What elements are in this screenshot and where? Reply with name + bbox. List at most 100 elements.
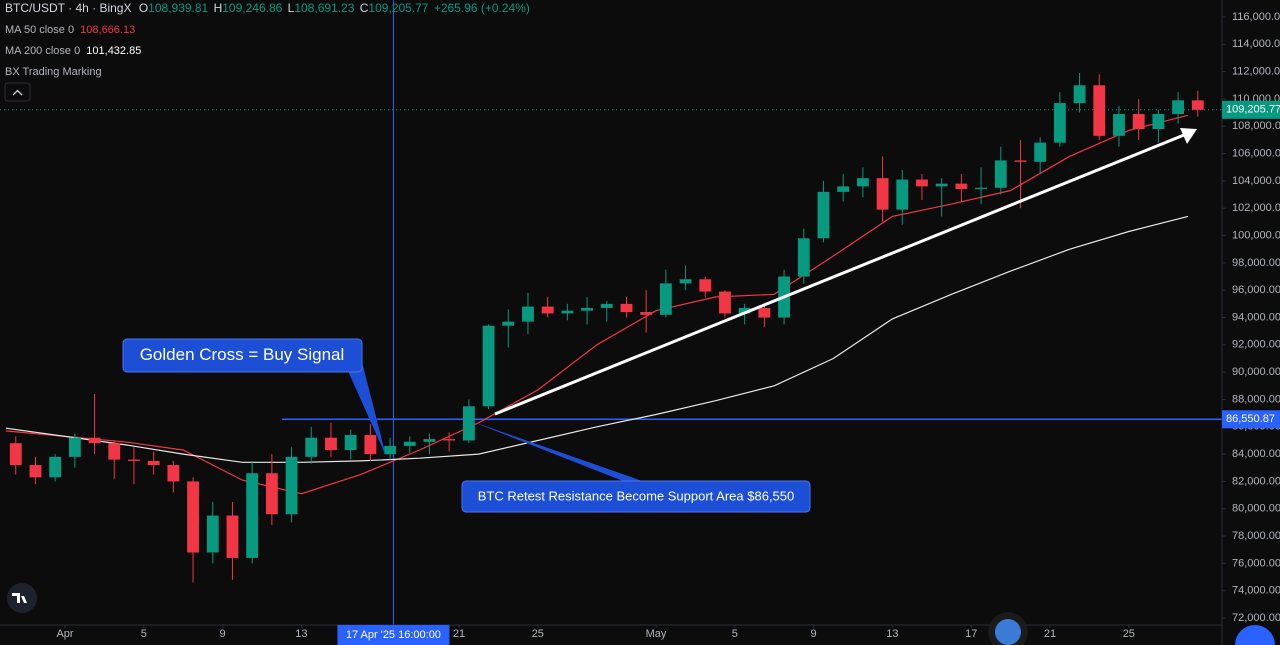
candle-body (305, 437, 318, 457)
ohlc-key: C (360, 1, 369, 15)
x-tick-label: 17 (965, 628, 977, 640)
candle-body (9, 443, 22, 466)
candle-body (837, 186, 850, 192)
y-tick-label: 78,000.00 (1232, 530, 1280, 542)
candle-body (147, 460, 160, 466)
y-tick-label: 82,000.00 (1232, 475, 1280, 487)
y-tick-label: 94,000.00 (1232, 311, 1280, 323)
candle-body (876, 178, 889, 210)
y-tick-label: 98,000.00 (1232, 257, 1280, 269)
current-price-label: 109,205.77 (1226, 104, 1280, 116)
candle-body (384, 445, 396, 455)
y-tick-label: 84,000.00 (1232, 448, 1280, 460)
candle-body (344, 434, 357, 451)
change: +265.96 (+0.24%) (434, 1, 530, 15)
level-label: 86,550.87 (1226, 413, 1275, 425)
candle-body (640, 312, 653, 315)
indicator-legend: MA 200 close 0 101,432.85 (5, 45, 141, 57)
ohlc-key: L (288, 1, 295, 15)
callout-box (461, 480, 811, 513)
crosshair-label: 17 Apr '25 16:00:00 (346, 629, 441, 641)
candle-body (994, 160, 1007, 188)
ohlc-value: 109,246.86 (222, 1, 282, 15)
indicator-value: 101,432.85 (86, 45, 141, 57)
collapse-button[interactable] (4, 82, 31, 102)
y-tick-label: 88,000.00 (1232, 393, 1280, 405)
indicator-value: 108,666.13 (80, 24, 135, 36)
candle-body (167, 465, 180, 482)
current-price-box (1222, 100, 1280, 119)
x-tick-label: 9 (811, 628, 817, 640)
ma-line (5, 215, 1189, 463)
x-tick-label: Apr (56, 628, 73, 640)
crosshair-label-box (337, 625, 450, 645)
candle-body (935, 183, 948, 187)
candle-body (1034, 142, 1047, 162)
candle-body (896, 179, 909, 210)
ohlc-value: 109,205.77 (368, 1, 428, 15)
candle-body (482, 325, 495, 407)
x-tick-label: 9 (220, 628, 226, 640)
candle-body (502, 321, 515, 326)
ohlc-key: O (139, 1, 148, 15)
candle-body (620, 303, 633, 313)
candle-body (1113, 113, 1125, 136)
candle-body (817, 191, 830, 239)
candle-body (916, 179, 928, 187)
candle-body (423, 439, 436, 442)
candle-body (1053, 103, 1066, 143)
y-tick-label: 80,000.00 (1232, 503, 1280, 515)
ma-line (5, 114, 1189, 495)
y-tick-label: 92,000.00 (1232, 339, 1280, 351)
annotations: Golden Cross = Buy Signal BTC Retest Res… (122, 128, 1197, 513)
candle-body (108, 443, 121, 460)
candle-body (246, 473, 259, 558)
candle-body (1172, 100, 1184, 114)
y-tick-label: 90,000.00 (1232, 366, 1280, 378)
candle-body (699, 279, 712, 292)
candle-body (187, 481, 199, 553)
candle-body (1152, 113, 1165, 130)
y-tick-label: 74,000.00 (1232, 585, 1280, 597)
candle-body (955, 183, 968, 190)
candle-body (68, 437, 81, 457)
collapse-button-box[interactable] (4, 82, 31, 102)
x-tick-label: 13 (295, 628, 307, 640)
x-tick-label: 21 (1044, 628, 1056, 640)
y-tick-label: 108,000.00 (1232, 120, 1280, 132)
callout-pointer (348, 362, 386, 456)
avatar-icon (995, 619, 1021, 645)
trend-arrowhead (1180, 128, 1197, 144)
x-tick-label: 25 (1123, 628, 1135, 640)
trend-arrow (494, 133, 1185, 416)
help-button[interactable] (1235, 625, 1275, 645)
y-tick-label: 116,000.00 (1232, 11, 1280, 23)
y-tick-label: 96,000.00 (1232, 284, 1280, 296)
candle-body (1073, 85, 1086, 104)
candle-body (88, 437, 101, 444)
candle-body (561, 310, 574, 314)
candle-body (206, 515, 219, 553)
candle-body (1132, 113, 1145, 130)
x-tick-label: 5 (141, 628, 147, 640)
candle-body (679, 279, 692, 284)
y-tick-label: 104,000.00 (1232, 175, 1280, 187)
callout-text: Golden Cross = Buy Signal (140, 345, 345, 364)
candle-body (797, 238, 810, 277)
candle-body (325, 437, 337, 451)
candle-body (856, 178, 869, 187)
candle-body (522, 306, 534, 322)
y-tick-label: 72,000.00 (1232, 612, 1280, 624)
y-tick-label: 76,000.00 (1232, 557, 1280, 569)
candle-body (1093, 85, 1106, 136)
candle-body (29, 465, 42, 478)
candle-body (581, 307, 593, 311)
candle-body (600, 303, 613, 308)
candle-body (659, 283, 672, 315)
x-tick-label: 25 (532, 628, 544, 640)
ohlc-value: 108,691.23 (294, 1, 354, 15)
y-tick-label: 114,000.00 (1232, 38, 1280, 50)
indicator-legend: BX Trading Marking (5, 66, 102, 78)
